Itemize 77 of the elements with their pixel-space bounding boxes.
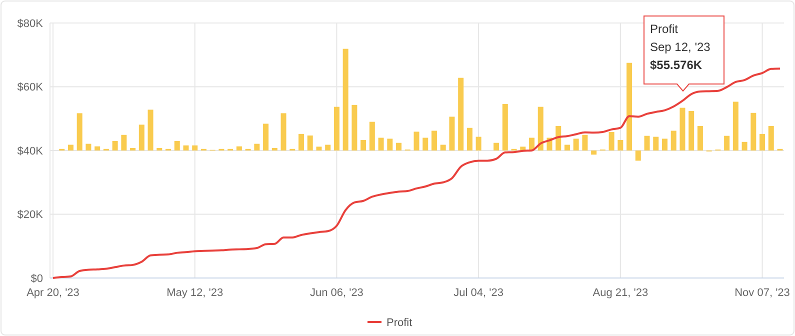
bar <box>298 134 304 150</box>
bar <box>76 113 82 150</box>
x-tick-label: Apr 20, '23 <box>26 287 80 299</box>
bar <box>591 150 597 155</box>
bar <box>307 136 313 150</box>
legend-label: Profit <box>386 316 412 329</box>
bar <box>768 126 774 150</box>
bar <box>148 110 154 150</box>
bar <box>183 145 189 150</box>
annotation: Profit Sep 12, '23 $55.576K <box>650 22 711 72</box>
bar <box>422 138 428 150</box>
x-tick-label: Jul 04, '23 <box>454 287 504 299</box>
bar <box>662 138 668 150</box>
bar <box>742 142 748 150</box>
bar <box>635 150 641 161</box>
bar <box>378 138 384 150</box>
bar <box>466 128 472 150</box>
bar <box>476 136 482 150</box>
y-tick-label: $20K <box>17 209 44 222</box>
y-tick-label: $80K <box>17 18 44 30</box>
bar <box>112 140 118 150</box>
bar <box>732 102 738 150</box>
bar <box>94 146 100 150</box>
y-tick-label: $60K <box>17 82 44 94</box>
bar <box>431 130 437 150</box>
bar <box>556 126 562 150</box>
x-tick-label: Jun 06, '23 <box>310 287 364 299</box>
bar <box>688 110 694 150</box>
bar <box>68 144 74 150</box>
bar <box>626 62 632 150</box>
tooltip: Profit Sep 12, '23 $55.576K <box>644 16 724 92</box>
bar <box>342 48 348 150</box>
bar <box>697 126 703 150</box>
bar <box>360 140 366 150</box>
bar <box>449 116 455 150</box>
bar <box>280 113 286 150</box>
bar <box>564 144 570 150</box>
bar <box>387 138 393 150</box>
bar <box>325 144 331 150</box>
bar <box>121 134 127 150</box>
bar <box>760 134 766 150</box>
bar <box>263 124 269 150</box>
bar <box>458 78 464 150</box>
bar <box>352 104 358 150</box>
bar <box>272 148 278 150</box>
bar <box>236 146 242 150</box>
x-tick-label: Nov 07, '23 <box>734 287 790 299</box>
bar <box>502 104 508 150</box>
bar <box>174 140 180 150</box>
bar <box>316 146 322 150</box>
bar <box>670 130 676 150</box>
bar <box>573 138 579 150</box>
bar <box>608 132 614 150</box>
bar <box>192 145 198 150</box>
bar <box>396 142 402 150</box>
y-tick-label: $40K <box>17 145 44 158</box>
bar <box>750 112 756 150</box>
bar <box>538 106 544 150</box>
x-tick-label: Aug 21, '23 <box>592 287 648 299</box>
bar <box>156 148 162 150</box>
bar <box>130 148 136 150</box>
bar <box>440 144 446 150</box>
bar <box>494 142 500 150</box>
bar <box>334 106 340 150</box>
bar <box>86 144 92 150</box>
bar <box>644 136 650 150</box>
bar <box>254 144 260 150</box>
bar <box>618 140 624 150</box>
bar <box>653 136 659 150</box>
bar <box>724 136 730 150</box>
bar <box>369 122 375 150</box>
bar <box>414 132 420 150</box>
bar <box>138 124 144 150</box>
bar <box>582 134 588 150</box>
x-tick-label: May 12, '23 <box>166 287 224 299</box>
y-tick-label: $0 <box>30 272 43 285</box>
bar <box>680 108 686 150</box>
